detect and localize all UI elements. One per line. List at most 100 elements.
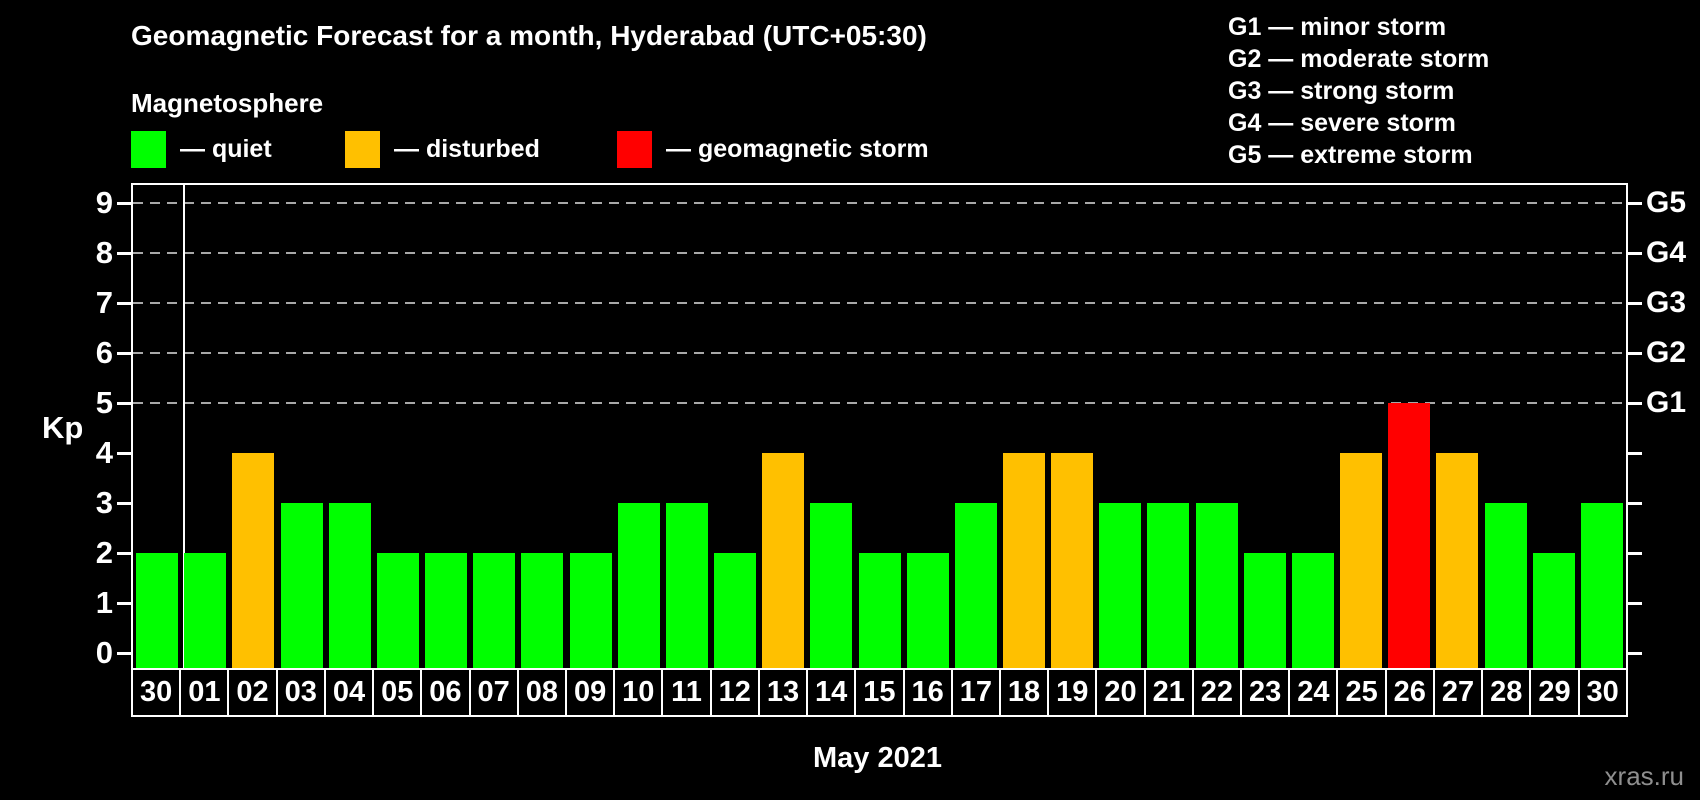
kp-bar-day-22	[1195, 503, 1238, 670]
kp-bar-day-03	[280, 503, 323, 670]
y-axis-tick-right-9	[1628, 202, 1642, 205]
y-axis-tick-left-4	[117, 452, 131, 455]
color-legend: — quiet — disturbed — geomagnetic storm	[131, 131, 1031, 171]
g-legend-line-1: G1 — minor storm	[1228, 13, 1447, 41]
date-cell-09: 09	[564, 668, 616, 717]
kp-bar-day-29	[1532, 553, 1575, 670]
y-axis-tick-left-8	[117, 252, 131, 255]
kp-bar-day-17	[954, 503, 997, 670]
y-axis-tick-right-8	[1628, 252, 1642, 255]
y-axis-tick-left-3	[117, 502, 131, 505]
gridline-kp-6	[133, 352, 1626, 354]
legend-swatch-disturbed	[345, 131, 380, 168]
y-axis-tick-left-5	[117, 402, 131, 405]
date-cell-24: 24	[1288, 668, 1339, 717]
kp-bar-day-01	[184, 553, 227, 670]
date-cell-07: 07	[468, 668, 519, 717]
date-cell-08: 08	[516, 668, 567, 717]
g-level-label-G5: G5	[1646, 186, 1687, 219]
kp-bar-day-30	[136, 553, 179, 670]
y-axis-tick-right-3	[1628, 502, 1642, 505]
legend-item-storm: — geomagnetic storm	[617, 131, 929, 168]
y-axis-label-9: 9	[95, 185, 113, 220]
y-axis-tick-right-2	[1628, 552, 1642, 555]
date-cell-30: 30	[131, 668, 182, 717]
kp-bar-day-19	[1051, 453, 1094, 670]
legend-item-disturbed: — disturbed	[345, 131, 540, 168]
date-cell-21: 21	[1143, 668, 1194, 717]
y-axis-tick-right-6	[1628, 352, 1642, 355]
x-axis-title: May 2021	[813, 742, 942, 774]
date-cell-30: 30	[1577, 668, 1628, 717]
date-cell-02: 02	[227, 668, 278, 717]
date-cell-29: 29	[1529, 668, 1580, 717]
g-legend-line-4: G4 — severe storm	[1228, 109, 1456, 137]
kp-bar-day-04	[328, 503, 371, 670]
kp-bar-day-27	[1436, 453, 1479, 670]
y-axis-tick-left-9	[117, 202, 131, 205]
y-axis-label-3: 3	[95, 485, 113, 520]
date-cell-20: 20	[1095, 668, 1146, 717]
magnetosphere-label: Magnetosphere	[131, 88, 324, 118]
y-axis-label-8: 8	[95, 235, 113, 270]
g-level-label-G1: G1	[1646, 386, 1687, 419]
g-legend-line-3: G3 — strong storm	[1228, 77, 1455, 105]
legend-item-quiet: — quiet	[131, 131, 272, 168]
y-axis-label-4: 4	[95, 435, 113, 470]
date-cell-18: 18	[998, 668, 1050, 717]
legend-swatch-quiet	[131, 131, 166, 168]
y-axis-tick-right-7	[1628, 302, 1642, 305]
month-separator-line	[183, 185, 186, 670]
g-level-label-G4: G4	[1646, 236, 1687, 269]
chart-title: Geomagnetic Forecast for a month, Hydera…	[131, 20, 927, 51]
y-axis-tick-left-0	[117, 652, 131, 655]
kp-bar-day-18	[1002, 453, 1045, 670]
kp-bar-day-13	[762, 453, 805, 670]
kp-bar-day-26	[1388, 403, 1431, 670]
gridline-kp-7	[133, 302, 1626, 304]
g-scale-legend: G1 — minor storm G2 — moderate storm G3 — …	[1228, 11, 1489, 171]
date-cell-15: 15	[854, 668, 905, 717]
date-cell-01: 01	[179, 668, 230, 717]
kp-bar-day-08	[521, 553, 564, 670]
kp-bar-day-12	[714, 553, 757, 670]
kp-bar-day-20	[1099, 503, 1142, 670]
g-legend-line-2: G2 — moderate storm	[1228, 45, 1490, 73]
date-cell-13: 13	[757, 668, 809, 717]
kp-bar-day-05	[376, 553, 419, 670]
g-legend-line-5: G5 — extreme storm	[1228, 141, 1473, 169]
date-cell-14: 14	[806, 668, 857, 717]
y-axis-tick-left-7	[117, 302, 131, 305]
date-cell-17: 17	[950, 668, 1001, 717]
date-cell-28: 28	[1481, 668, 1532, 717]
y-axis-tick-right-5	[1628, 402, 1642, 405]
legend-label-quiet: — quiet	[180, 135, 272, 163]
y-axis-tick-left-2	[117, 552, 131, 555]
y-axis-tick-right-1	[1628, 602, 1642, 605]
gridline-kp-5	[133, 402, 1626, 404]
date-cell-23: 23	[1240, 668, 1291, 717]
g-level-label-G2: G2	[1646, 336, 1687, 369]
date-cell-19: 19	[1047, 668, 1098, 717]
date-cell-04: 04	[323, 668, 375, 717]
plot-area: 0 1 2 3 4 5 6 7 8 9 G1 G2 G3 G4 G5	[96, 183, 1686, 670]
y-axis-label-1: 1	[95, 585, 113, 620]
date-cell-10: 10	[613, 668, 664, 717]
kp-bar-day-28	[1484, 503, 1527, 670]
kp-bar-day-02	[232, 453, 275, 670]
x-axis-date-labels: 30 01 02 03 04 05 06 07 08 09 10 11 12 13 14 15 16 17 18 19…	[131, 668, 1628, 717]
kp-bar-day-30	[1580, 503, 1623, 670]
kp-bar-day-25	[1340, 453, 1383, 670]
date-cell-27: 27	[1432, 668, 1484, 717]
date-cell-26: 26	[1384, 668, 1435, 717]
kp-bar-day-16	[906, 553, 949, 670]
date-cell-25: 25	[1336, 668, 1387, 717]
date-cell-03: 03	[275, 668, 326, 717]
y-axis-label-6: 6	[95, 335, 113, 370]
date-cell-11: 11	[661, 668, 712, 717]
legend-swatch-storm	[617, 131, 652, 168]
y-axis-label-0: 0	[95, 635, 113, 670]
gridline-kp-8	[133, 252, 1626, 254]
kp-bar-day-07	[473, 553, 516, 670]
